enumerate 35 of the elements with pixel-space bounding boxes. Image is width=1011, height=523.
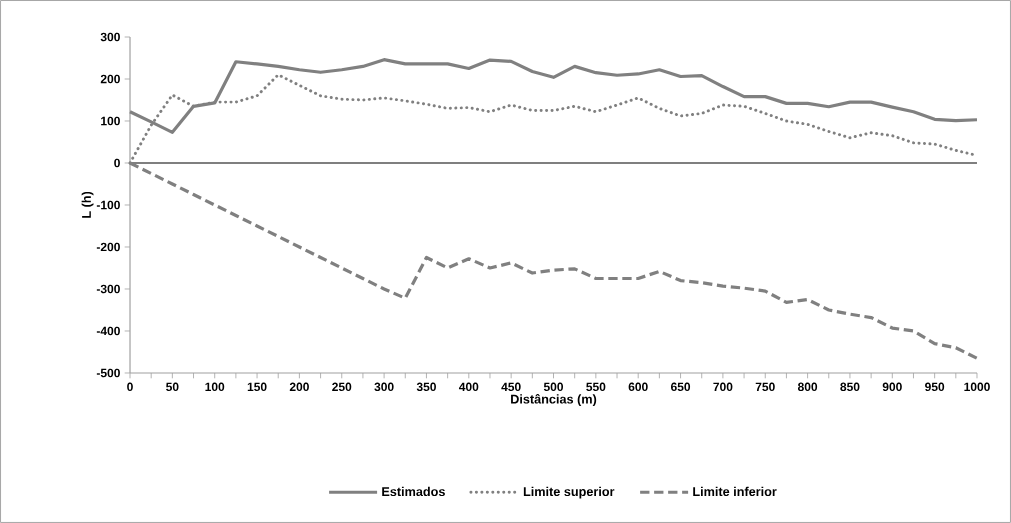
legend-label: Limite superior [523, 486, 615, 499]
x-tick-label: 100 [205, 382, 225, 392]
y-axis-title: L (h) [81, 191, 94, 218]
x-tick-label: 300 [374, 382, 394, 392]
y-tick-label: -100 [96, 200, 120, 210]
x-tick-label: 50 [166, 382, 179, 392]
legend-label: Limite inferior [693, 486, 777, 497]
y-tick-label: 300 [100, 32, 120, 42]
y-tick-label: -400 [96, 326, 120, 336]
x-tick-label: 550 [586, 382, 606, 392]
x-tick-label: 800 [797, 382, 818, 392]
y-tick-label: -300 [96, 284, 120, 294]
y-tick-label: 200 [100, 74, 120, 84]
x-tick-label: 650 [670, 382, 691, 392]
x-tick-label: 150 [247, 382, 267, 392]
x-axis-title: Distâncias (m) [511, 394, 597, 407]
y-tick-label: 100 [101, 116, 120, 126]
x-tick-label: 700 [713, 382, 733, 392]
x-tick-label: 750 [755, 382, 775, 392]
x-tick-label: 0 [127, 382, 133, 392]
x-tick-label: 900 [882, 382, 902, 392]
x-tick-label: 400 [458, 382, 479, 392]
x-tick-label: 250 [332, 382, 352, 392]
y-tick-label: -500 [96, 368, 120, 378]
legend-label: Estimados [382, 486, 445, 497]
x-tick-label: 350 [416, 382, 436, 392]
x-tick-label: 850 [840, 382, 860, 392]
x-tick-label: 950 [925, 382, 945, 392]
y-tick-label: 0 [114, 158, 120, 168]
x-tick-label: 500 [543, 382, 564, 392]
x-tick-label: 1000 [964, 382, 990, 392]
x-tick-label: 450 [501, 382, 521, 392]
y-tick-label: -200 [96, 242, 120, 252]
x-tick-label: 200 [289, 382, 309, 392]
x-tick-label: 600 [628, 382, 648, 392]
